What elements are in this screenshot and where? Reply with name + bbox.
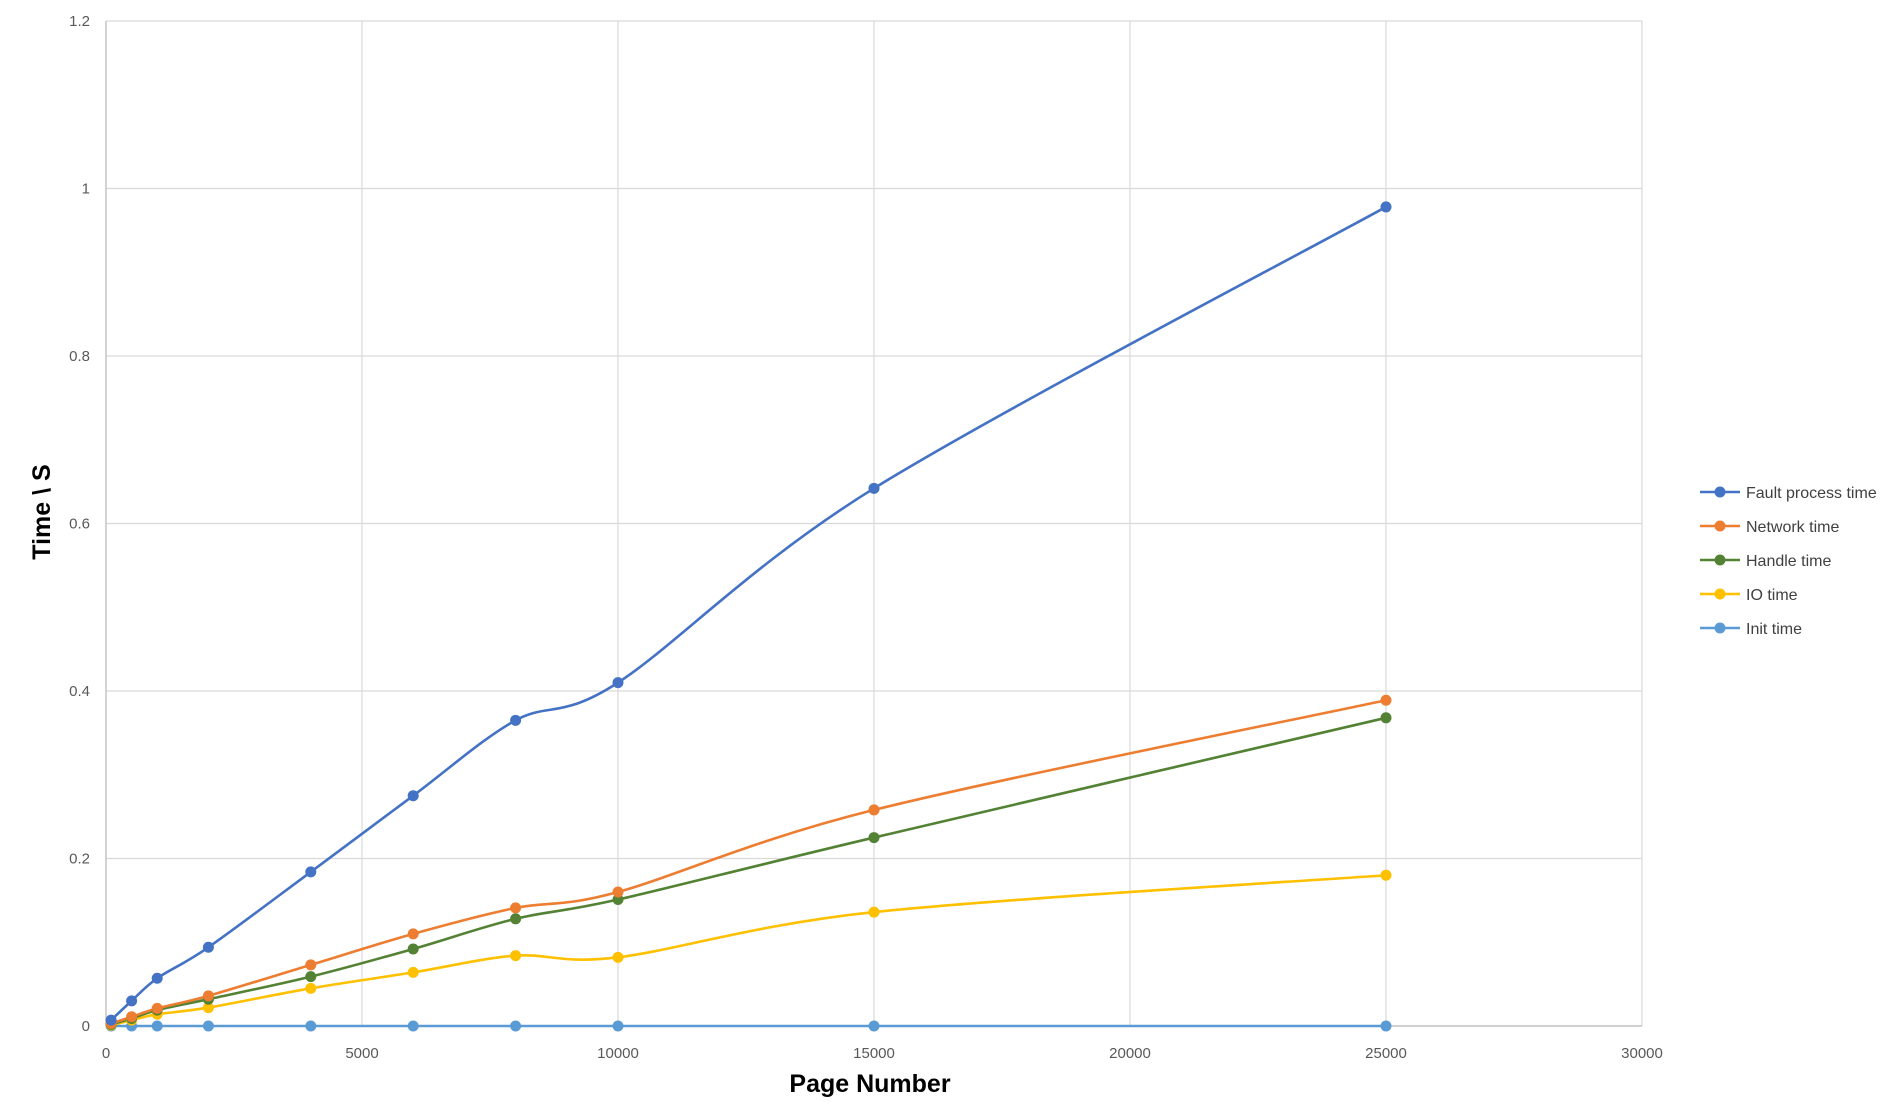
data-point-fault-process-time [510, 714, 522, 726]
y-tick-label: 0 [82, 1018, 90, 1035]
data-point-handle-time [407, 943, 419, 955]
legend-label: Network time [1746, 519, 1839, 536]
x-tick-label: 10000 [597, 1045, 639, 1062]
y-axis-title: Time \ S [28, 464, 56, 559]
legend-item-network-time: Network time [1700, 519, 1839, 536]
data-point-fault-process-time [151, 972, 163, 984]
legend: Fault process time Network time Handle tim… [1700, 485, 1877, 638]
data-point-init-time [1380, 1020, 1392, 1032]
series-lines [110, 205, 1387, 1028]
gridlines [105, 20, 1643, 1027]
data-point-handle-time [1380, 712, 1392, 724]
data-point-network-time [868, 804, 880, 816]
legend-item-fault-process-time: Fault process time [1700, 485, 1877, 502]
x-tick-label: 5000 [345, 1045, 378, 1062]
data-point-handle-time [510, 913, 522, 925]
data-point-network-time [407, 928, 419, 940]
legend-swatch-marker [1714, 554, 1726, 566]
series-line-fault-process-time [110, 205, 1387, 1022]
data-point-fault-process-time [612, 677, 624, 689]
series-line-network-time [110, 698, 1387, 1025]
data-point-fault-process-time [407, 790, 419, 802]
legend-swatch-marker [1714, 486, 1726, 498]
x-axis-title: Page Number [789, 1070, 950, 1098]
data-point-io-time [202, 1002, 214, 1014]
tick-labels: 0 0.2 0.4 0.6 0.8 1 1.2 0 5000 10000 15000 20000 250… [69, 13, 1663, 1062]
data-point-handle-time [868, 832, 880, 844]
x-tick-label: 30000 [1621, 1045, 1663, 1062]
y-tick-label: 1.2 [69, 13, 90, 30]
data-point-io-time [612, 951, 624, 963]
data-point-io-time [868, 906, 880, 918]
data-point-handle-time [612, 894, 624, 906]
data-point-init-time [407, 1020, 419, 1032]
x-tick-label: 0 [102, 1045, 110, 1062]
x-tick-label: 25000 [1365, 1045, 1407, 1062]
data-point-fault-process-time [305, 866, 317, 878]
y-tick-label: 0.6 [69, 516, 90, 533]
data-point-init-time [151, 1020, 163, 1032]
y-tick-label: 1 [82, 181, 90, 198]
y-tick-label: 0.8 [69, 348, 90, 365]
legend-label: IO time [1746, 587, 1798, 604]
legend-item-handle-time: Handle time [1700, 553, 1831, 570]
data-point-init-time [868, 1020, 880, 1032]
legend-item-init-time: Init time [1700, 621, 1802, 638]
legend-item-io-time: IO time [1700, 587, 1798, 604]
y-tick-label: 0.4 [69, 683, 90, 700]
legend-label: Handle time [1746, 553, 1831, 570]
data-point-init-time [305, 1020, 317, 1032]
data-point-network-time [126, 1011, 138, 1023]
data-point-network-time [305, 959, 317, 971]
data-point-network-time [151, 1002, 163, 1014]
legend-swatch-marker [1714, 588, 1726, 600]
data-point-io-time [1380, 869, 1392, 881]
data-point-fault-process-time [1380, 201, 1392, 213]
data-point-fault-process-time [126, 995, 138, 1007]
data-point-fault-process-time [868, 482, 880, 494]
legend-swatch-marker [1714, 622, 1726, 634]
x-tick-label: 15000 [853, 1045, 895, 1062]
data-point-network-time [1380, 694, 1392, 706]
data-point-io-time [407, 966, 419, 978]
data-point-fault-process-time [202, 941, 214, 953]
data-point-fault-process-time [105, 1014, 117, 1026]
legend-swatch-marker [1714, 520, 1726, 532]
data-point-init-time [202, 1020, 214, 1032]
data-point-network-time [510, 902, 522, 914]
series-markers [105, 201, 1392, 1032]
series-line-io-time [110, 873, 1387, 1027]
y-tick-label: 0.2 [69, 851, 90, 868]
legend-label: Init time [1746, 621, 1802, 638]
data-point-init-time [510, 1020, 522, 1032]
data-point-init-time [612, 1020, 624, 1032]
legend-label: Fault process time [1746, 485, 1877, 502]
data-point-io-time [510, 950, 522, 962]
data-point-network-time [612, 886, 624, 898]
data-point-handle-time [305, 971, 317, 983]
data-point-network-time [202, 990, 214, 1002]
data-point-io-time [305, 982, 317, 994]
series-line-handle-time [110, 716, 1387, 1026]
x-tick-label: 20000 [1109, 1045, 1151, 1062]
